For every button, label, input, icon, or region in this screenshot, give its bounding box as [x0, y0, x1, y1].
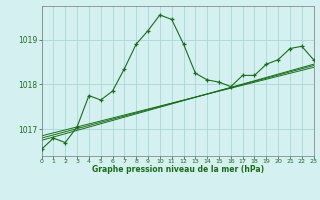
X-axis label: Graphe pression niveau de la mer (hPa): Graphe pression niveau de la mer (hPa) [92, 165, 264, 174]
